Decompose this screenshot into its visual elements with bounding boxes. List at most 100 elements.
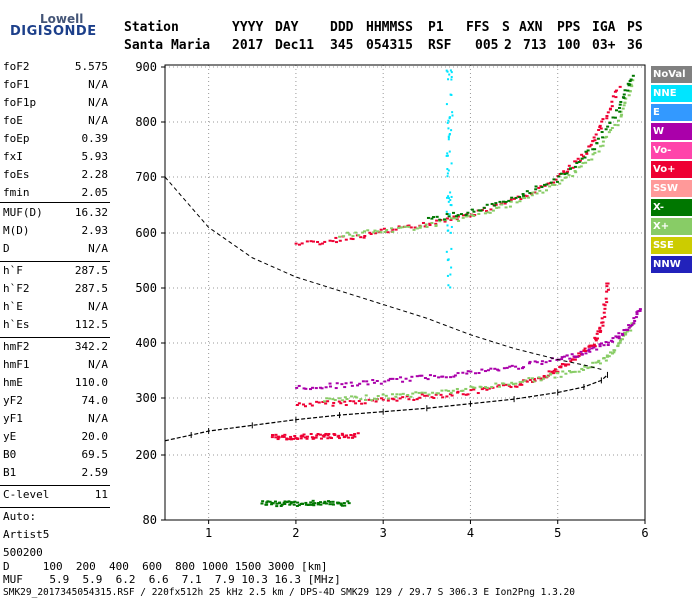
trace-point — [616, 119, 620, 122]
trace-point — [580, 367, 584, 370]
trace-point — [278, 501, 282, 504]
trace-point — [599, 127, 603, 130]
trace-point — [628, 80, 632, 83]
trace-point — [301, 403, 305, 406]
trace-point — [273, 500, 277, 503]
trace-point — [311, 386, 315, 389]
trace-point — [472, 388, 476, 391]
trace-point — [288, 438, 292, 441]
param-value: 20.0 — [81, 430, 109, 443]
trace-point — [303, 405, 307, 408]
trace-point — [517, 367, 521, 370]
trace-point — [525, 190, 529, 193]
trace-point — [374, 400, 378, 403]
trace-point — [581, 155, 585, 158]
trace-point — [545, 375, 549, 378]
trace-point — [564, 372, 568, 375]
trace-point — [520, 383, 524, 386]
trace-point — [565, 354, 569, 357]
trace-point — [533, 360, 537, 363]
param-name: fxI — [3, 150, 23, 163]
trace-point — [270, 436, 274, 439]
trace-point — [603, 315, 607, 318]
trace-point — [560, 358, 564, 361]
trace-point — [412, 398, 416, 401]
trace-point — [542, 375, 546, 378]
trace-point — [614, 96, 618, 99]
trace-point — [363, 398, 367, 401]
trace-point — [590, 344, 594, 347]
param-name: M(D) — [3, 224, 30, 237]
param-name: foF2 — [3, 60, 30, 73]
trace-point — [521, 380, 525, 383]
trace-point — [606, 288, 610, 291]
trace-point — [358, 382, 362, 385]
trace-point — [601, 144, 605, 147]
trace-point — [600, 120, 604, 123]
trace-point — [562, 170, 566, 173]
trace-point — [321, 401, 325, 404]
trace-point — [423, 391, 427, 394]
trace-point — [407, 225, 411, 228]
trace-point — [611, 95, 615, 98]
trace-point — [555, 358, 559, 361]
trace-point — [366, 383, 370, 386]
trace-point — [625, 328, 629, 331]
trace-point — [441, 396, 445, 399]
trace-point — [589, 143, 593, 146]
trace-point — [400, 226, 404, 229]
noise-point — [449, 191, 452, 194]
trace-point — [353, 433, 357, 436]
trace-point — [531, 380, 535, 383]
trace-point — [304, 387, 308, 390]
trace-point — [325, 397, 329, 400]
trace-point — [583, 365, 587, 368]
trace-point — [316, 433, 320, 436]
trace-point — [519, 197, 523, 200]
param-value: 16.32 — [74, 206, 108, 219]
trace-point — [412, 228, 416, 231]
trace-point — [569, 167, 573, 170]
trace-point — [413, 226, 417, 229]
header-label: YYYY — [232, 20, 264, 35]
trace-point — [629, 329, 633, 332]
noise-point — [450, 75, 453, 78]
trace-point — [571, 370, 575, 373]
trace-point — [385, 229, 389, 232]
trace-point — [527, 196, 531, 199]
trace-point — [580, 157, 584, 160]
trace-point — [461, 371, 465, 374]
trace-point — [428, 374, 432, 377]
x-tick-label: 4 — [467, 526, 474, 540]
trace-point — [323, 240, 327, 243]
trace-point — [485, 203, 489, 206]
trace-point — [338, 235, 342, 238]
param-row: fxI 5.93 — [3, 150, 108, 166]
x-tick-label: 5 — [554, 526, 561, 540]
trace-point — [548, 359, 552, 362]
trace-point — [618, 106, 622, 109]
trace-point — [391, 230, 395, 233]
trace-point — [612, 349, 616, 352]
trace-point — [531, 191, 535, 194]
trace-point — [335, 382, 339, 385]
trace-point — [445, 217, 449, 220]
trace-point — [580, 153, 584, 156]
trace-point — [507, 383, 511, 386]
trace-point — [607, 355, 611, 358]
noise-point — [445, 154, 448, 157]
autoscale-line: Artist5 — [3, 528, 108, 544]
trace-point — [593, 345, 597, 348]
param-row: foF2 5.575 — [3, 60, 108, 76]
trace-point — [616, 345, 620, 348]
noise-point — [447, 284, 450, 287]
param-value: 69.5 — [81, 448, 109, 461]
noise-point — [449, 286, 452, 289]
trace-point — [399, 376, 403, 379]
trace-point — [541, 377, 545, 380]
trace-point — [343, 435, 347, 438]
header-value: 2017 — [232, 38, 264, 53]
trace-point — [635, 313, 639, 316]
trace-point — [493, 367, 497, 370]
trace-point — [509, 200, 513, 203]
